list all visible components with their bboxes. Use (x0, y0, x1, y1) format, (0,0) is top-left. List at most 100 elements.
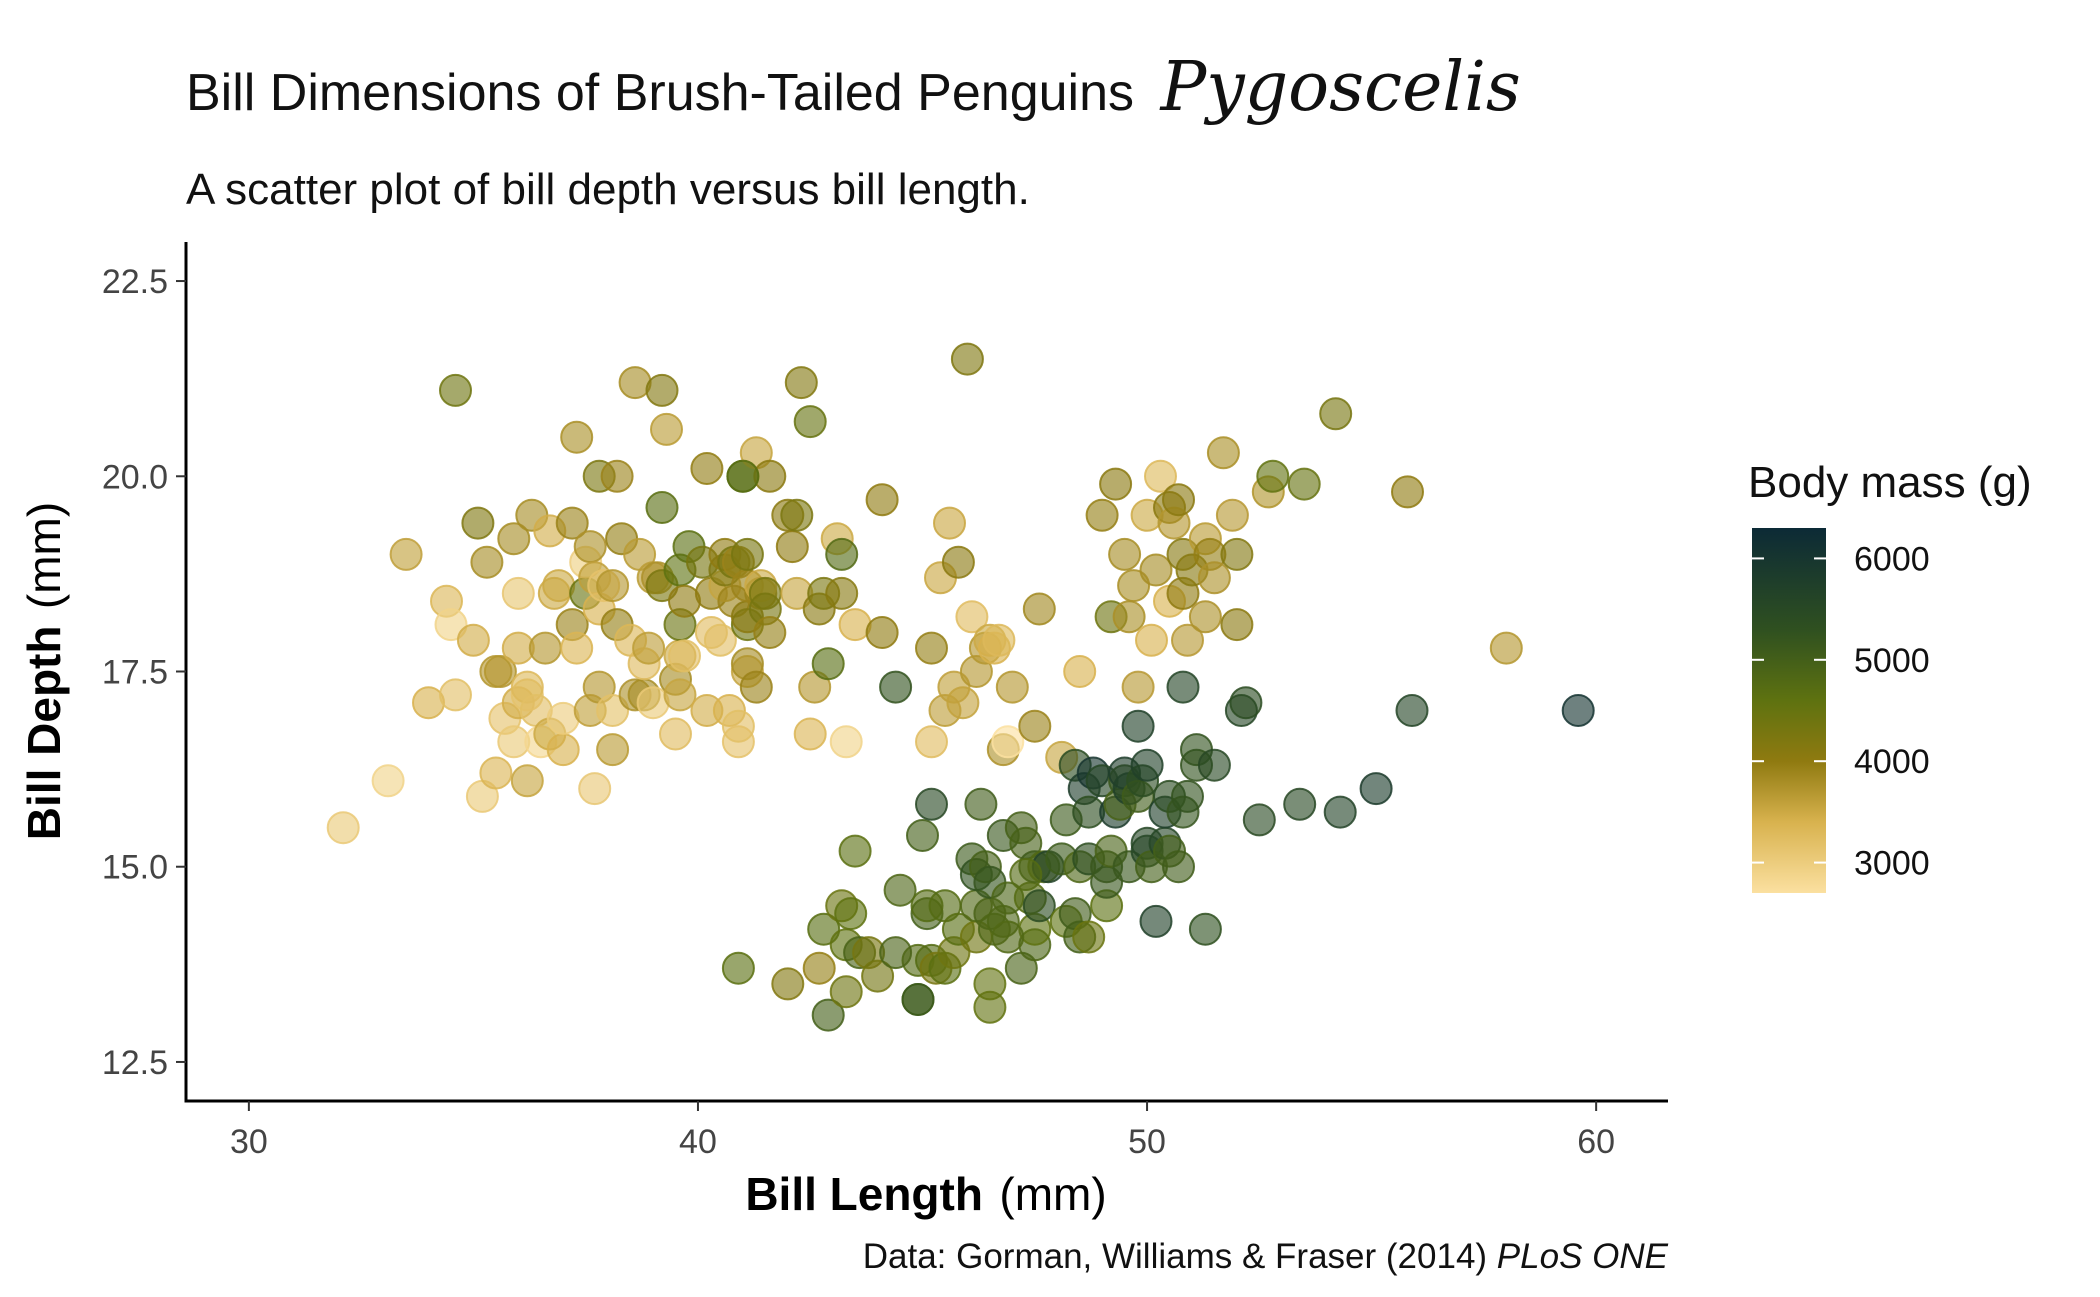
data-point (780, 498, 814, 532)
data-point (326, 811, 360, 845)
data-point (703, 623, 737, 657)
data-point (1171, 623, 1204, 657)
data-point (371, 764, 405, 798)
data-point (955, 600, 989, 634)
data-point (901, 983, 935, 1016)
legend-tick-label: 5000 (1854, 642, 1930, 680)
data-point (1022, 592, 1056, 626)
data-point (906, 819, 939, 852)
data-point (555, 506, 589, 540)
data-point (1197, 748, 1231, 782)
legend-tick-label: 6000 (1854, 540, 1930, 578)
data-point (1561, 694, 1595, 727)
data-point (1220, 537, 1254, 571)
y-axis-title-unit: (mm) (18, 502, 70, 609)
data-point (645, 491, 679, 524)
data-point (1108, 537, 1142, 571)
data-point (753, 616, 787, 649)
data-point (1139, 904, 1173, 938)
data-point (596, 569, 630, 603)
data-point (915, 787, 948, 821)
data-point (1018, 709, 1052, 743)
data-point (793, 717, 827, 751)
data-point (560, 631, 594, 665)
data-point (838, 834, 872, 868)
data-point (578, 772, 612, 806)
data-point (645, 373, 679, 407)
data-point (1135, 623, 1168, 657)
data-point (1085, 498, 1119, 532)
data-point (632, 631, 666, 665)
legend-ticks: 3000 4000 5000 6000 (1752, 540, 1930, 883)
chart-title: Bill Dimensions of Brush-Tailed Penguins… (186, 48, 1521, 127)
data-point (1197, 561, 1231, 595)
data-point (663, 678, 697, 712)
data-point (771, 967, 805, 1001)
data-point (1117, 569, 1151, 603)
y-tick-label: 22.5 (102, 263, 168, 301)
caption-journal: PLoS ONE (1497, 1237, 1669, 1276)
data-point (650, 412, 683, 446)
x-axis-ticks: 30 40 50 60 (230, 1101, 1615, 1161)
data-point (434, 608, 468, 642)
data-point (721, 709, 755, 743)
data-point (829, 725, 863, 759)
data-point (1323, 795, 1357, 829)
data-point (807, 912, 841, 946)
data-point (879, 936, 913, 970)
data-point (879, 670, 913, 704)
y-axis-ticks: 12.5 15.0 17.5 20.0 22.5 (102, 263, 186, 1082)
data-point (995, 670, 1029, 704)
data-point (1391, 475, 1424, 509)
data-point (825, 537, 859, 571)
data-point (439, 373, 472, 407)
data-point (1395, 694, 1429, 727)
data-point (865, 616, 899, 649)
data-point (439, 678, 472, 712)
data-point (1139, 553, 1173, 587)
data-point (991, 920, 1025, 954)
data-point (1359, 772, 1393, 806)
data-point (659, 717, 692, 751)
x-axis-title: Bill Length (mm) (745, 1168, 1106, 1220)
data-point (915, 631, 948, 665)
chart-caption: Data: Gorman, Williams & Fraser (2014) P… (863, 1237, 1669, 1276)
chart-title-genus: Pygoscelis (1158, 48, 1520, 127)
data-point (528, 631, 562, 665)
data-point (802, 951, 836, 985)
data-point (946, 686, 980, 720)
data-point (811, 998, 845, 1032)
data-point (668, 639, 701, 673)
data-point (470, 545, 504, 579)
y-tick-label: 12.5 (102, 1044, 168, 1082)
data-point (1112, 600, 1146, 634)
data-point (596, 733, 630, 767)
data-point (982, 623, 1016, 657)
data-point (1188, 600, 1222, 634)
data-point (546, 733, 580, 767)
data-point (1022, 889, 1056, 923)
data-point (497, 522, 531, 556)
data-point (483, 655, 517, 688)
data-point (861, 959, 895, 993)
y-tick-label: 15.0 (102, 849, 168, 887)
data-point (510, 764, 544, 798)
data-point (784, 366, 818, 400)
data-point (1121, 709, 1155, 743)
data-point (973, 990, 1007, 1024)
chart-title-main: Bill Dimensions of Brush-Tailed Penguins (186, 64, 1134, 122)
data-point (1144, 459, 1177, 493)
data-point (915, 725, 948, 759)
data-point (829, 975, 863, 1009)
data-point (1188, 912, 1222, 946)
legend-tick-label: 3000 (1854, 845, 1930, 883)
y-axis-title-bold: Bill Depth (18, 626, 70, 841)
data-point (1130, 748, 1164, 782)
data-point (811, 647, 845, 681)
y-tick-label: 17.5 (102, 654, 168, 692)
data-point (389, 537, 423, 571)
caption-text: Data: Gorman, Williams & Fraser (2014) (863, 1237, 1497, 1276)
x-axis-title-bold: Bill Length (745, 1168, 983, 1220)
data-point (1242, 803, 1276, 837)
